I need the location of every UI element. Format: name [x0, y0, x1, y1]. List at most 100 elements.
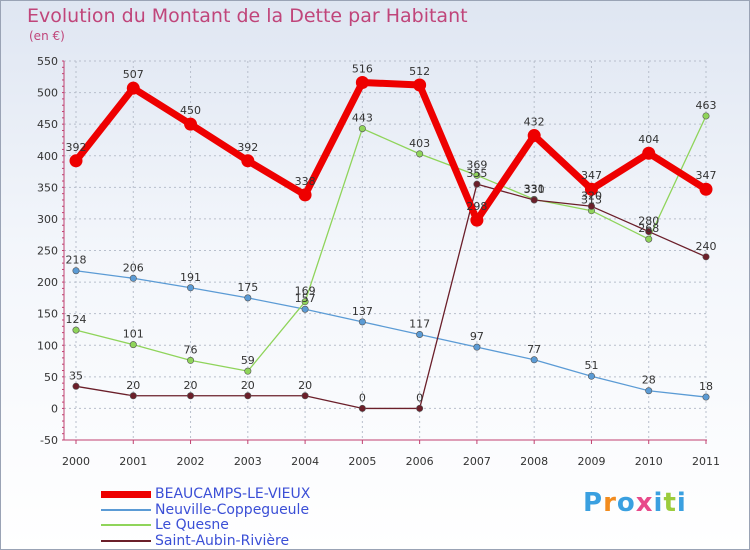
logo-letter: r [603, 488, 617, 518]
legend-label: Neuville-Coppegueule [155, 501, 310, 518]
data-point [72, 382, 80, 390]
series-line-0 [73, 78, 708, 224]
data-label: 507 [123, 68, 144, 81]
data-label: 347 [581, 169, 602, 182]
chart-subtitle: (en €) [29, 29, 65, 43]
data-label: 320 [581, 189, 602, 202]
data-label: 0 [416, 391, 423, 404]
logo-letter: t [663, 488, 677, 518]
data-label: 298 [466, 200, 487, 213]
x-tick-label: 2010 [635, 455, 663, 468]
data-label: 18 [699, 380, 713, 393]
data-label: 280 [638, 215, 659, 228]
data-label: 169 [295, 285, 316, 298]
data-point [642, 146, 656, 160]
data-point [530, 356, 538, 364]
y-tick-label: -50 [40, 434, 58, 447]
y-tick-label: 0 [51, 402, 58, 415]
data-label: 240 [696, 240, 717, 253]
logo-letter: x [635, 488, 654, 518]
legend-swatch [101, 539, 151, 542]
data-point [530, 196, 538, 204]
data-label: 432 [524, 116, 545, 129]
y-tick-label: 550 [37, 55, 58, 68]
y-tick-label: 350 [37, 181, 58, 194]
data-label: 338 [295, 175, 316, 188]
data-point [301, 298, 309, 306]
data-label: 355 [466, 167, 487, 180]
x-tick-label: 2000 [62, 455, 90, 468]
data-point [298, 188, 312, 202]
data-label: 51 [584, 359, 598, 372]
y-tick-label: 50 [44, 371, 58, 384]
data-point [72, 267, 80, 275]
data-label: 313 [581, 194, 602, 207]
data-label: 175 [237, 281, 258, 294]
data-point [244, 392, 252, 400]
data-point [72, 326, 80, 334]
legend-swatch [101, 490, 151, 498]
data-label: 20 [126, 379, 140, 392]
x-tick-label: 2003 [234, 455, 262, 468]
data-point [187, 284, 195, 292]
data-label: 101 [123, 328, 144, 341]
data-label: 330 [524, 183, 545, 196]
data-label: 137 [352, 305, 373, 318]
data-point [645, 228, 653, 236]
x-tick-label: 2006 [406, 455, 434, 468]
data-label: 206 [123, 261, 144, 274]
x-tick-label: 2009 [577, 455, 605, 468]
data-label: 450 [180, 104, 201, 117]
data-label: 331 [524, 182, 545, 195]
data-label: 392 [237, 141, 258, 154]
legend-label: Saint-Aubin-Rivière [155, 532, 290, 549]
y-tick-label: 250 [37, 245, 58, 258]
data-point [645, 235, 653, 243]
data-label: 28 [642, 374, 656, 387]
data-label: 392 [66, 141, 87, 154]
data-label: 512 [409, 65, 430, 78]
data-point [244, 367, 252, 375]
data-point [527, 129, 541, 143]
data-point [241, 154, 255, 168]
data-label: 35 [69, 369, 83, 382]
data-point [244, 294, 252, 302]
data-label: 191 [180, 271, 201, 284]
legend-label: Le Quesne [155, 517, 229, 533]
logo-letter: o [616, 488, 636, 518]
data-point [587, 372, 595, 380]
data-point [413, 78, 427, 92]
data-point [358, 125, 366, 133]
grid [64, 60, 707, 441]
legend-swatch [101, 524, 151, 526]
data-point [301, 305, 309, 313]
data-point [584, 182, 598, 196]
chart-title: Evolution du Montant de la Dette par Hab… [27, 5, 468, 27]
x-tick-label: 2005 [348, 455, 376, 468]
data-point [645, 387, 653, 395]
series-line-2 [75, 115, 707, 372]
data-label: 404 [638, 133, 659, 146]
series-line-1 [75, 270, 707, 398]
logo-letter: i [653, 488, 664, 518]
data-point [187, 356, 195, 364]
data-labels: 218 206 191 175 157 137 117 97 77 51 28 18 124 101 76 5… [66, 62, 717, 404]
x-tick-label: 2002 [177, 455, 205, 468]
data-label: 20 [298, 379, 312, 392]
data-point [301, 392, 309, 400]
axes: -500501001502002503003504004505005502000… [37, 55, 720, 468]
data-label: 59 [241, 354, 255, 367]
data-label: 443 [352, 112, 373, 125]
x-tick-label: 2004 [291, 455, 319, 468]
series-lines [69, 75, 713, 412]
data-point [129, 274, 137, 282]
data-label: 97 [470, 330, 484, 343]
data-label: 403 [409, 137, 430, 150]
data-point [358, 404, 366, 412]
data-label: 76 [184, 343, 198, 356]
data-point [416, 150, 424, 158]
logo-letter: i [676, 488, 687, 518]
data-label: 0 [359, 391, 366, 404]
data-label: 516 [352, 62, 373, 75]
